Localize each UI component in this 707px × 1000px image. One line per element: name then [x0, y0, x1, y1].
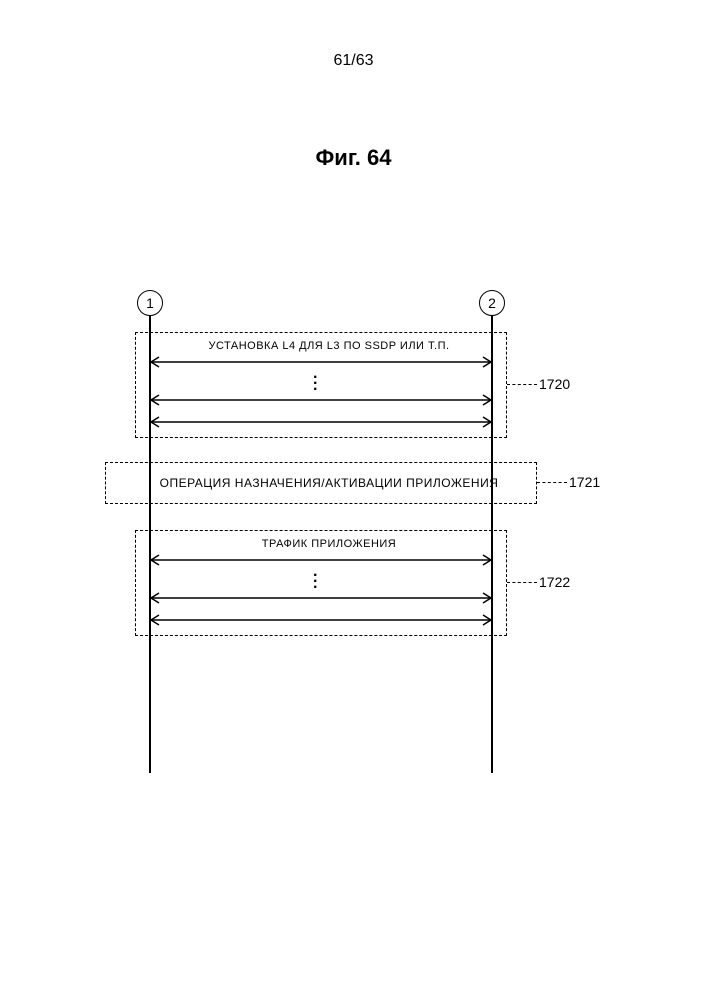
actor-1-circle: 1 [137, 290, 163, 316]
phase-label-1720: УСТАНОВКА L4 ДЛЯ L3 ПО SSDP ИЛИ Т.П. [113, 340, 545, 352]
double-arrow-1720-b [151, 394, 491, 406]
ref-label-1722: 1722 [539, 574, 570, 590]
phase-label-1722: ТРАФИК ПРИЛОЖЕНИЯ [113, 538, 545, 550]
sequence-diagram: 1 2 УСТАНОВКА L4 ДЛЯ L3 ПО SSDP ИЛИ Т.П.… [113, 290, 545, 770]
leader-1722 [507, 582, 537, 583]
double-arrow-1722-b [151, 592, 491, 604]
double-arrow-1722-c [151, 614, 491, 626]
double-arrow-1720-a [151, 356, 491, 368]
figure-title: Фиг. 64 [0, 145, 707, 171]
actor-1-label: 1 [146, 295, 154, 311]
leader-1721 [537, 482, 567, 483]
phase-label-1721: ОПЕРАЦИЯ НАЗНАЧЕНИЯ/АКТИВАЦИИ ПРИЛОЖЕНИЯ [113, 476, 545, 490]
ref-label-1720: 1720 [539, 376, 570, 392]
double-arrow-1720-c [151, 416, 491, 428]
page-number: 61/63 [0, 52, 707, 70]
actor-2-label: 2 [488, 295, 496, 311]
leader-1720 [507, 384, 537, 385]
vdots-1720: ··· [313, 375, 318, 393]
actor-2-circle: 2 [479, 290, 505, 316]
ref-label-1721: 1721 [569, 474, 600, 490]
double-arrow-1722-a [151, 554, 491, 566]
vdots-1722: ··· [313, 573, 318, 591]
